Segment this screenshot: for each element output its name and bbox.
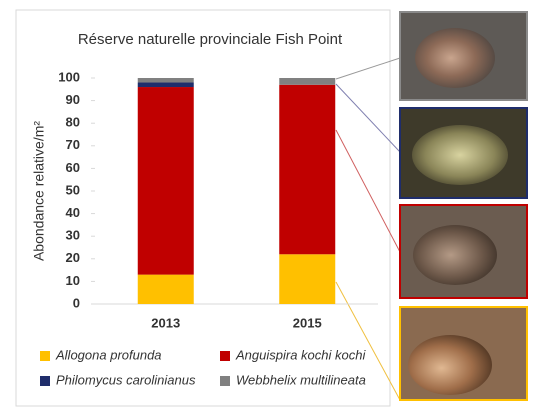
bar-segment <box>279 84 336 255</box>
chart-title: Réserve naturelle provinciale Fish Point <box>78 31 343 48</box>
y-tick-label: 40 <box>66 205 80 220</box>
bar-segment <box>137 87 194 275</box>
bar-segment <box>279 78 336 85</box>
legend-label: Anguispira kochi kochi <box>235 347 366 362</box>
y-tick-label: 70 <box>66 137 80 152</box>
photos <box>399 11 528 401</box>
chart-border <box>15 9 391 407</box>
connectors <box>335 57 401 401</box>
y-tick-label: 0 <box>73 295 80 310</box>
y-tick-label: 80 <box>66 115 80 130</box>
bar-segment <box>137 82 194 88</box>
y-tick-label: 10 <box>66 273 80 288</box>
bar-segment <box>137 274 194 304</box>
y-tick-label: 60 <box>66 160 80 175</box>
y-tick-label: 90 <box>66 92 80 107</box>
x-tick-label: 2013 <box>151 315 180 330</box>
bar-segment <box>137 78 194 83</box>
y-tick-label: 20 <box>66 250 80 265</box>
legend-marker <box>220 351 230 361</box>
y-tick-label: 100 <box>58 69 80 84</box>
legend-marker <box>40 376 50 386</box>
y-axis-label: Abondance relative/m² <box>31 121 47 261</box>
legend-marker <box>220 376 230 386</box>
legend-label: Webbhelix multilineata <box>236 372 366 387</box>
legend-label: Allogona profunda <box>55 347 162 362</box>
x-tick-label: 2015 <box>293 315 322 330</box>
y-tick-label: 50 <box>66 182 80 197</box>
y-tick-label: 30 <box>66 228 80 243</box>
bar-segment <box>279 254 336 304</box>
legend-marker <box>40 351 50 361</box>
legend-label: Philomycus carolinianus <box>56 372 196 387</box>
